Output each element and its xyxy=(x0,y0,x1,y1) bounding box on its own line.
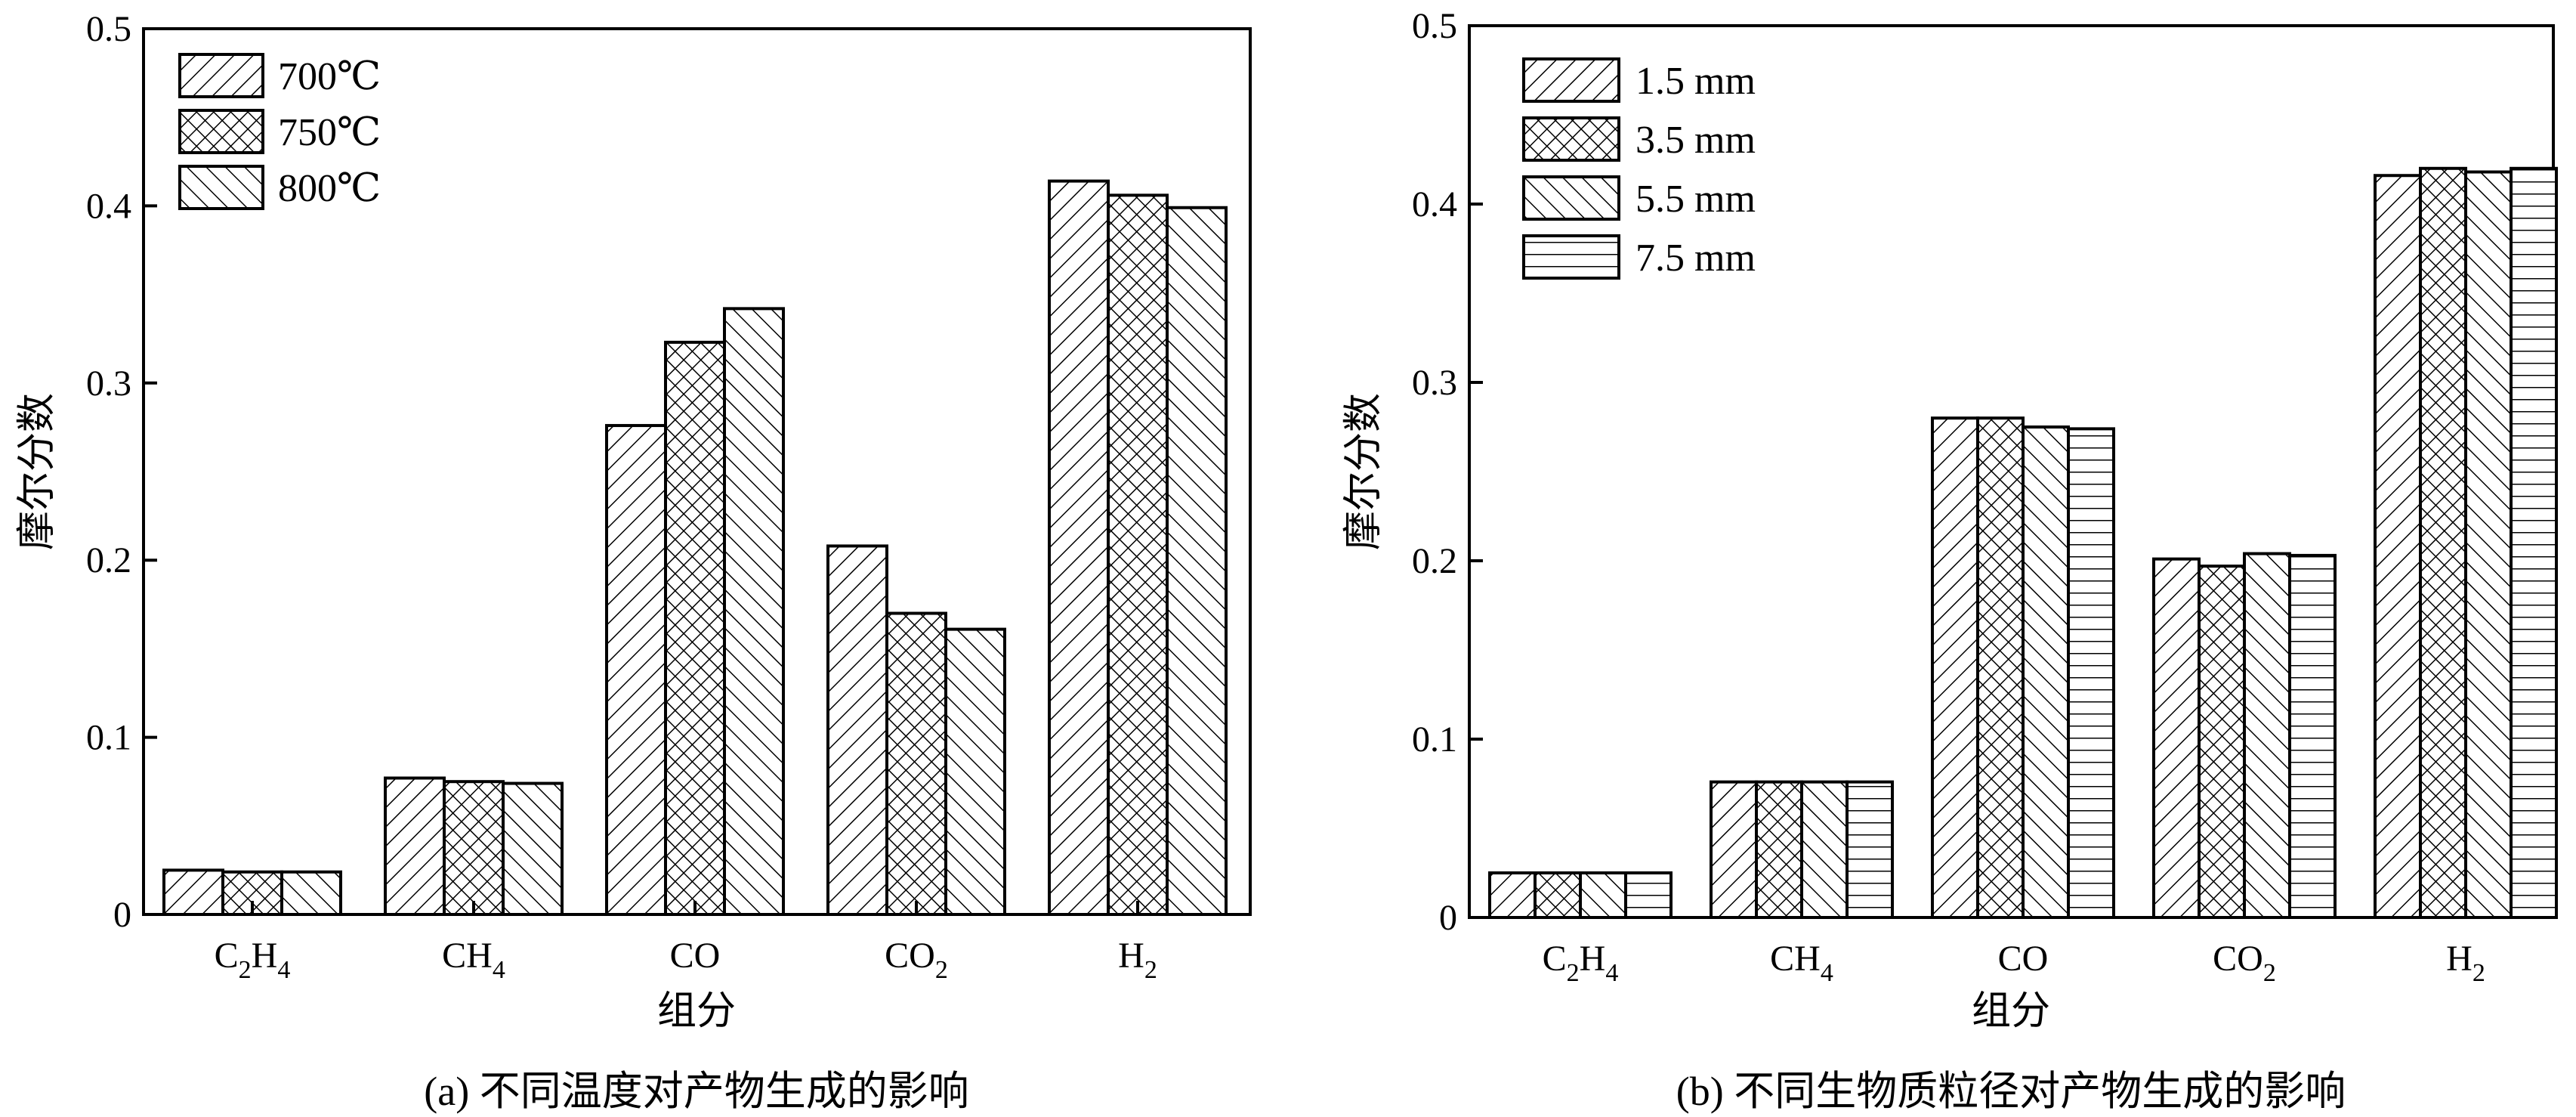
x-tick-label: H2 xyxy=(2446,939,2485,987)
x-tick-labels: C2H4 CH4 CO CO2 H2 xyxy=(215,901,1157,984)
x-tick-label: CO xyxy=(670,936,721,976)
legend-swatch xyxy=(178,165,264,210)
bar xyxy=(1624,871,1673,919)
bar xyxy=(1534,871,1582,919)
legend-swatch xyxy=(1522,57,1620,103)
bar xyxy=(2022,425,2070,919)
bar xyxy=(1107,193,1169,916)
legend-label: 750℃ xyxy=(278,111,381,154)
legend: 1.5 mm 3.5 mm 5.5 mm 7.5 mm xyxy=(1522,57,1756,280)
legend-label: 700℃ xyxy=(278,55,381,98)
x-tick-label: CO2 xyxy=(2213,939,2276,987)
legend-swatch xyxy=(178,53,264,98)
legend: 700℃ 750℃ 800℃ xyxy=(178,53,381,210)
bar xyxy=(1800,780,1849,920)
x-tick-label: CO xyxy=(1998,939,2049,979)
x-tick-label: H2 xyxy=(1118,936,1157,984)
bar xyxy=(1976,416,2025,919)
y-tick-label: 0.3 xyxy=(86,364,131,404)
bar xyxy=(1488,871,1537,919)
bar xyxy=(1048,179,1110,917)
legend-swatch xyxy=(1522,116,1620,162)
bar xyxy=(885,611,947,917)
y-tick-label: 0.4 xyxy=(1412,184,1457,224)
bar xyxy=(944,627,1006,917)
x-tick-label: C2H4 xyxy=(215,936,291,984)
y-ticks: 0 0.1 0.2 0.3 0.4 0.5 xyxy=(86,9,157,935)
x-tick-label: CH4 xyxy=(442,936,505,984)
bar xyxy=(2464,170,2513,919)
x-tick-label: CH4 xyxy=(1770,939,1833,987)
bar xyxy=(2067,427,2115,919)
bar xyxy=(1931,416,1979,919)
bar xyxy=(1166,206,1228,916)
y-axis-title: 摩尔分数 xyxy=(16,393,59,550)
y-tick-label: 0 xyxy=(1439,898,1457,938)
bar xyxy=(443,780,505,916)
x-axis-title: 组分 xyxy=(1972,990,2050,1033)
legend-label: 3.5 mm xyxy=(1635,119,1756,162)
chart-panel-a: 0 0.1 0.2 0.3 0.4 0.5 C2H4 CH4 CO CO2 H2 700℃ 750℃… xyxy=(16,9,1252,1114)
bar xyxy=(605,424,667,916)
x-tick-label: CO2 xyxy=(885,936,948,984)
y-tick-label: 0.2 xyxy=(1412,541,1457,581)
bar xyxy=(384,776,446,916)
y-tick-label: 0.5 xyxy=(1412,6,1457,46)
bar xyxy=(2288,553,2337,919)
bar xyxy=(2419,166,2467,920)
y-tick-label: 0.1 xyxy=(86,718,131,758)
x-axis-title: 组分 xyxy=(657,990,736,1033)
bar-group xyxy=(1488,166,2558,920)
legend-swatch xyxy=(178,109,264,154)
y-tick-label: 0.3 xyxy=(1412,363,1457,403)
bar xyxy=(280,870,342,917)
caption: (a) 不同温度对产物生成的影响 xyxy=(424,1069,968,1114)
y-tick-label: 0.5 xyxy=(86,9,131,49)
bar xyxy=(723,307,785,916)
bar xyxy=(2152,557,2201,919)
bar xyxy=(1846,780,1894,920)
x-tick-labels: C2H4 CH4 CO CO2 H2 xyxy=(1543,904,2485,987)
bar xyxy=(664,340,726,916)
legend-swatch xyxy=(1522,234,1620,280)
y-tick-label: 0.4 xyxy=(86,186,131,226)
bar xyxy=(2243,552,2291,919)
legend-label: 1.5 mm xyxy=(1635,60,1756,103)
bar xyxy=(502,781,564,916)
y-axis-title: 摩尔分数 xyxy=(1342,393,1385,550)
bar xyxy=(1579,871,1627,919)
bar xyxy=(826,544,888,916)
bar-group xyxy=(162,179,1228,917)
bar xyxy=(1755,780,1803,920)
chart-panel-b: 0 0.1 0.2 0.3 0.4 0.5 C2H4 CH4 CO CO2 H2 1.5 mm 3.… xyxy=(1342,6,2558,1114)
bar xyxy=(162,868,224,917)
x-tick-label: C2H4 xyxy=(1543,939,1619,987)
legend-label: 7.5 mm xyxy=(1635,237,1756,280)
legend-label: 5.5 mm xyxy=(1635,178,1756,221)
y-tick-label: 0.2 xyxy=(86,540,131,580)
y-ticks: 0 0.1 0.2 0.3 0.4 0.5 xyxy=(1412,6,1483,938)
bar xyxy=(2510,166,2558,920)
legend-label: 800℃ xyxy=(278,167,381,210)
bar xyxy=(1710,780,1758,920)
y-tick-label: 0.1 xyxy=(1412,719,1457,760)
legend-swatch xyxy=(1522,175,1620,221)
bar xyxy=(2374,174,2422,920)
y-tick-label: 0 xyxy=(113,895,131,935)
bar xyxy=(2198,565,2246,920)
caption: (b) 不同生物质粒径对产物生成的影响 xyxy=(1676,1069,2346,1114)
